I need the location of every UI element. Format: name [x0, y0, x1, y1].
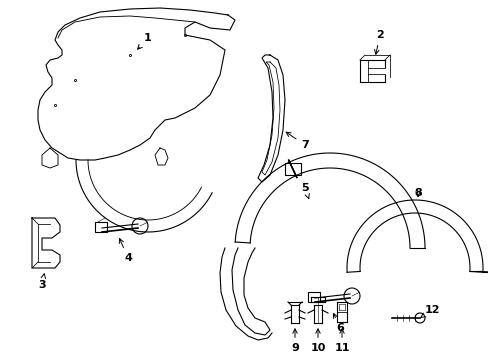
Text: 11: 11	[334, 329, 349, 353]
Bar	[95, 222, 107, 232]
Bar	[284, 163, 300, 175]
Text: 5: 5	[301, 183, 309, 199]
Bar	[307, 292, 319, 302]
Text: 1: 1	[137, 33, 152, 49]
Text: 12: 12	[420, 305, 439, 318]
Text: 9: 9	[290, 329, 298, 353]
Text: 10: 10	[310, 329, 325, 353]
Text: 3: 3	[38, 274, 46, 290]
Text: 6: 6	[333, 314, 343, 333]
Text: 2: 2	[374, 30, 383, 54]
Text: 4: 4	[119, 239, 132, 263]
Text: 8: 8	[413, 188, 421, 198]
Text: 7: 7	[285, 132, 308, 150]
